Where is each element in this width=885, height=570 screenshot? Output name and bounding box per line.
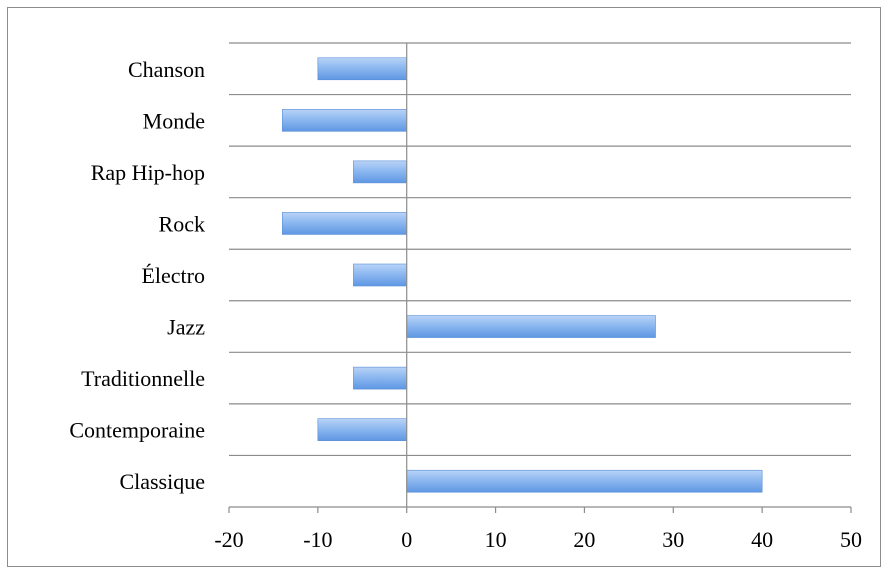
gridlines bbox=[229, 42, 851, 508]
x-tick-label: 40 bbox=[751, 527, 773, 552]
category-labels: Chanson Monde Rap Hip-hop Rock Électro Jazz Tr… bbox=[69, 57, 205, 494]
category-label-traditionnelle: Traditionnelle bbox=[81, 366, 205, 391]
category-label-classique: Classique bbox=[119, 469, 205, 494]
category-label-rap-hip-hop: Rap Hip-hop bbox=[91, 160, 205, 185]
bar-classique bbox=[406, 469, 763, 493]
x-tick-label: -20 bbox=[214, 527, 243, 552]
category-label-electro: Électro bbox=[141, 263, 205, 288]
bar-contemporaine bbox=[317, 418, 408, 441]
x-tick-label: 30 bbox=[662, 527, 684, 552]
category-label-contemporaine: Contemporaine bbox=[69, 418, 205, 443]
axes bbox=[228, 43, 852, 513]
category-label-chanson: Chanson bbox=[128, 57, 205, 82]
x-tick-label: 50 bbox=[840, 527, 862, 552]
bars bbox=[282, 57, 763, 493]
bar-rap-hip-hop bbox=[353, 160, 408, 184]
bar-chanson bbox=[317, 57, 408, 81]
x-tick-labels: -20 -10 0 10 20 30 40 50 bbox=[214, 527, 862, 552]
bar-monde bbox=[282, 109, 408, 132]
x-tick-label: 0 bbox=[401, 527, 412, 552]
bar-jazz bbox=[406, 315, 656, 338]
bar-rock bbox=[282, 212, 408, 235]
category-label-monde: Monde bbox=[143, 108, 205, 133]
x-tick-label: 10 bbox=[485, 527, 507, 552]
category-label-jazz: Jazz bbox=[167, 315, 205, 340]
x-tick-label: -10 bbox=[303, 527, 332, 552]
bar-traditionnelle bbox=[353, 366, 408, 390]
category-label-rock: Rock bbox=[159, 211, 205, 236]
bar-electro bbox=[353, 263, 408, 287]
x-tick-label: 20 bbox=[573, 527, 595, 552]
